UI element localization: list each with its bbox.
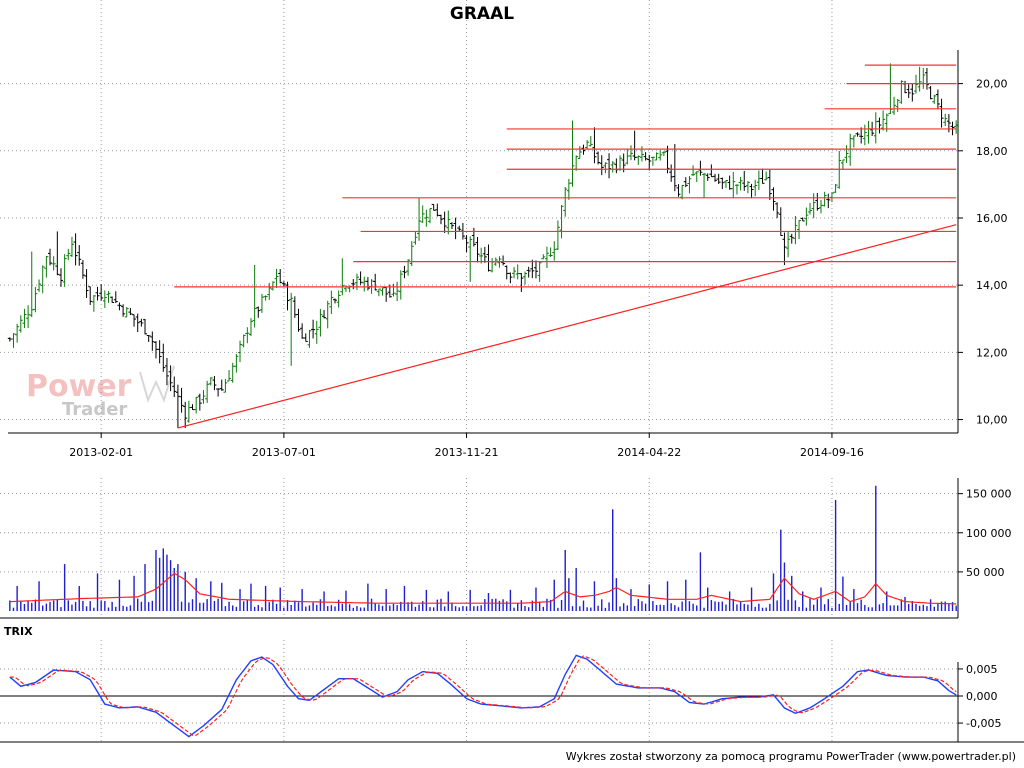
- trix-signal-line: [9, 655, 957, 736]
- trix-grid: [0, 668, 958, 724]
- volume-y-tick-label: 50 000: [966, 566, 1005, 579]
- trix-y-tick-label: -0,005: [966, 717, 1001, 730]
- price-y-tick-label: 16,00: [976, 212, 1008, 225]
- trend-line: [177, 224, 957, 429]
- date-tick-label: 2014-09-16: [800, 446, 864, 459]
- volume-y-tick-label: 150 000: [966, 488, 1012, 501]
- price-y-tick-label: 20,00: [976, 78, 1008, 91]
- watermark-logo-swoosh-icon: [139, 365, 175, 403]
- price-y-tick-label: 10,00: [976, 414, 1008, 427]
- volume-bars: [9, 485, 957, 611]
- date-tick-label: 2013-11-21: [435, 446, 499, 459]
- trix-y-tick-label: 0,000: [966, 690, 998, 703]
- price-y-tick-label: 12,00: [976, 346, 1008, 359]
- chart-title: GRAAL: [450, 4, 514, 24]
- price-support-resistance-lines: [174, 64, 957, 429]
- tick-labels: 10,00 12,00 14,00 16,00 18,00 20,00 2013-02-01…: [69, 78, 1011, 730]
- footer-credit: Wykres został stworzony za pomocą progra…: [566, 750, 1016, 763]
- trix-y-tick-label: 0,005: [966, 663, 998, 676]
- price-candles: [7, 63, 959, 429]
- date-tick-label: 2014-04-22: [617, 446, 681, 459]
- trix-lines: [9, 654, 957, 738]
- volume-average-line: [9, 572, 957, 605]
- price-y-tick-label: 14,00: [976, 279, 1008, 292]
- trix-panel-title: TRIX: [4, 625, 33, 638]
- watermark-trader-text: Trader: [62, 399, 127, 420]
- watermark-power-text: Power: [26, 369, 132, 404]
- price-y-tick-label: 18,00: [976, 145, 1008, 158]
- volume-y-tick-label: 100 000: [966, 527, 1012, 540]
- chart-axes: [0, 50, 1024, 743]
- date-tick-label: 2013-02-01: [69, 446, 133, 459]
- trix-line: [9, 654, 957, 738]
- watermark: Power Trader: [26, 365, 175, 420]
- date-tick-label: 2013-07-01: [252, 446, 316, 459]
